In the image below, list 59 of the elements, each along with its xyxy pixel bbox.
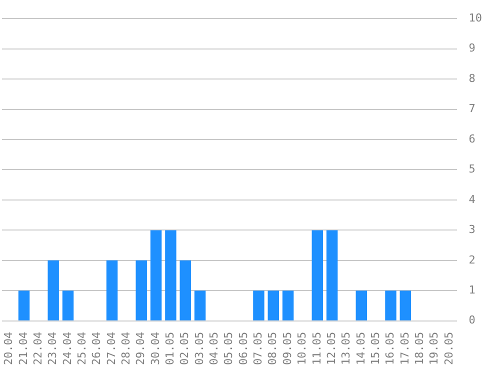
x-tick-label: 10.05 — [296, 332, 309, 366]
y-tick-label: 5 — [468, 162, 476, 176]
x-tick-label: 24.04 — [60, 332, 74, 366]
x-tick-label: 03.05 — [192, 332, 206, 366]
bar — [194, 290, 206, 320]
y-tick-label: 9 — [468, 42, 476, 55]
x-tick-label: 23.04 — [46, 332, 60, 366]
x-tick-label: 05.05 — [222, 332, 236, 366]
bar — [48, 260, 59, 320]
x-tick-label: 12.05 — [324, 332, 338, 366]
x-tick-label: 19.05 — [428, 332, 441, 366]
x-tick-label: 29.04 — [134, 332, 148, 366]
x-tick-label: 21.04 — [16, 332, 30, 366]
bar — [282, 290, 294, 320]
x-tick-label: 27.04 — [104, 332, 118, 366]
x-tick-label: 04.05 — [208, 332, 221, 366]
y-tick-label: 3 — [468, 223, 476, 236]
x-tick-label: 11.05 — [310, 332, 324, 366]
x-tick-label: 07.05 — [252, 332, 265, 366]
x-tick-label: 18.05 — [412, 332, 426, 366]
bar — [106, 260, 118, 320]
x-tick-label: 25.04 — [76, 332, 89, 366]
bar — [312, 230, 324, 320]
y-tick-label: 8 — [468, 72, 476, 85]
bar — [400, 290, 412, 320]
bar — [136, 260, 147, 320]
y-tick-label: 10 — [468, 11, 482, 24]
bar — [385, 290, 396, 320]
y-tick-label: 1 — [468, 284, 476, 297]
y-tick-label: 6 — [468, 132, 476, 146]
bar — [62, 290, 74, 320]
x-tick-label: 17.05 — [398, 332, 412, 366]
y-tick-label: 2 — [468, 253, 476, 266]
x-tick-label: 26.04 — [90, 332, 104, 366]
y-tick-label: 4 — [468, 192, 476, 206]
x-tick-label: 20.05 — [442, 332, 456, 366]
x-tick-label: 02.05 — [178, 332, 192, 366]
bar — [165, 230, 176, 320]
x-tick-label: 14.05 — [354, 332, 368, 366]
bar — [326, 230, 338, 320]
x-tick-label: 22.04 — [32, 332, 45, 366]
x-tick-label: 09.05 — [280, 332, 294, 366]
x-tick-label: 13.05 — [340, 332, 353, 366]
bar — [180, 260, 191, 320]
bar — [356, 290, 368, 320]
y-tick-label: 0 — [468, 314, 476, 327]
x-tick-label: 28.04 — [120, 332, 133, 366]
x-tick-label: 15.05 — [368, 332, 382, 366]
x-tick-label: 06.05 — [236, 332, 250, 366]
x-tick-label: 08.05 — [266, 332, 280, 366]
x-tick-label: 30.04 — [148, 332, 162, 366]
bar — [18, 290, 30, 320]
x-tick-label: 01.05 — [164, 332, 177, 366]
bar — [253, 290, 264, 320]
x-tick-label: 16.05 — [384, 332, 397, 366]
y-tick-label: 7 — [468, 102, 476, 116]
bar — [150, 230, 162, 320]
bar — [268, 290, 279, 320]
x-tick-label: 20.04 — [2, 332, 16, 366]
